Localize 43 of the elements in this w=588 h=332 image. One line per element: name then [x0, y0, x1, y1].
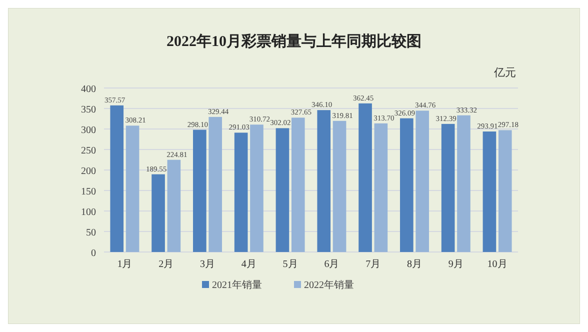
x-tick-label: 1月 [117, 259, 132, 270]
x-tick-label: 10月 [487, 259, 508, 270]
y-tick-label: 300 [81, 125, 96, 136]
bar [358, 103, 372, 252]
y-tick-label: 400 [81, 84, 96, 95]
bar [482, 131, 496, 252]
legend-label: 2021年销量 [212, 279, 262, 291]
bar [193, 130, 206, 252]
y-tick-label: 350 [81, 104, 96, 116]
y-axis-title: 亿元 [493, 67, 516, 79]
legend-label: 2022年销量 [304, 279, 354, 291]
y-tick-label: 250 [81, 146, 96, 156]
bar [416, 110, 429, 252]
bar [374, 123, 388, 252]
bar [332, 120, 346, 252]
bar [110, 105, 124, 252]
bar [167, 160, 181, 252]
y-tick-label: 0 [91, 248, 96, 259]
bar [126, 126, 140, 252]
bar [400, 118, 414, 252]
bar [498, 130, 512, 252]
bar [208, 116, 222, 252]
x-tick-label: 2月 [158, 259, 174, 270]
y-tick-label: 50 [86, 228, 96, 238]
bar [152, 174, 165, 252]
bar [317, 110, 331, 252]
x-tick-label: 9月 [448, 259, 464, 270]
x-tick-label: 8月 [407, 259, 422, 270]
bar [441, 124, 455, 252]
bar [276, 128, 290, 252]
x-tick-label: 3月 [200, 259, 215, 270]
x-tick-label: 6月 [324, 259, 340, 270]
x-tick-label: 7月 [366, 259, 381, 270]
bar [457, 115, 470, 252]
x-tick-label: 4月 [241, 259, 256, 270]
bar [250, 124, 264, 252]
bar [291, 118, 305, 252]
y-tick-label: 200 [81, 166, 96, 177]
chart-title: 2022年10月彩票销量与上年同期比较图 [166, 33, 422, 50]
x-tick-label: 5月 [282, 259, 298, 270]
y-tick-label: 150 [81, 186, 96, 198]
y-tick-label: 100 [81, 207, 96, 218]
bar [234, 132, 248, 252]
